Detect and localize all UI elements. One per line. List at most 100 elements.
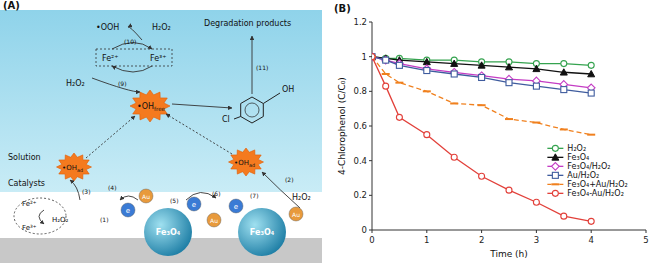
marker-circle <box>533 199 539 205</box>
y-tick <box>369 160 372 161</box>
marker-triangle <box>451 60 458 66</box>
panel-label: (A) <box>3 0 20 11</box>
y-tick-label: 0.8 <box>353 86 367 96</box>
x-tick-label: 2 <box>479 235 484 245</box>
marker-square <box>383 57 389 63</box>
legend-label: Fe₃O₄+Au/H₂O₂ <box>567 180 627 189</box>
diagram-label: (1) <box>100 216 109 223</box>
benzene-ring <box>245 103 259 117</box>
cycle-arrow <box>112 66 152 72</box>
legend-label: H₂O₂ <box>567 144 586 153</box>
x-axis-label: Time (h) <box>489 249 528 259</box>
marker-square <box>552 172 558 178</box>
label-text: Fe₃O₄ <box>250 228 275 237</box>
diagram-label: Fe³⁺ <box>22 224 37 232</box>
gold-particle <box>207 213 221 227</box>
diagram-label: (7) <box>250 192 259 199</box>
marker-square <box>372 54 375 60</box>
marker-square <box>451 71 457 77</box>
marker-dash <box>532 122 540 124</box>
label-text: Catalysts <box>8 179 45 188</box>
label-text: Degradation products <box>204 19 291 28</box>
figure: (A)eAueAueAu•OOHH₂O₂Fe²⁺Fe³⁺(10)(9)H₂O₂D… <box>0 0 656 265</box>
x-tick <box>646 230 647 233</box>
label-subscript: ad <box>249 162 255 168</box>
label-text: Fe³⁺ <box>150 54 167 63</box>
y-tick-label: 0.2 <box>353 190 367 200</box>
marker-diamond <box>423 65 431 73</box>
label-text: (3) <box>82 188 91 195</box>
label-text: Solution <box>8 153 41 162</box>
marker-diamond <box>478 72 486 80</box>
diagram-label: (5) <box>170 197 179 204</box>
diagram-label: Fe₃O₄ <box>250 228 275 237</box>
legend-label: Au/H₂O₂ <box>567 171 599 180</box>
diagram-label: Fe²⁺ <box>102 54 119 63</box>
y-axis-label: 4-Chlorophenol (C/C₀) <box>337 77 347 175</box>
x-tick <box>591 230 592 233</box>
marker-diamond <box>396 60 404 68</box>
y-tick <box>369 195 372 196</box>
marker-dash <box>395 82 403 84</box>
y-tick <box>369 56 372 57</box>
marker-circle <box>588 62 594 68</box>
diagram-label: H₂O₂ <box>152 23 171 32</box>
marker-triangle <box>506 64 513 70</box>
diagram-label: (9) <box>118 80 127 87</box>
diagram-label: Catalysts <box>8 179 45 188</box>
marker-triangle <box>560 69 567 75</box>
marker-circle <box>396 114 402 120</box>
particle-label: e <box>126 207 130 215</box>
marker-circle <box>424 132 430 138</box>
marker-square <box>396 62 402 68</box>
marker-square <box>479 74 485 80</box>
marker-square <box>424 68 430 74</box>
label-text: Fe³⁺ <box>22 224 37 232</box>
x-tick-label: 4 <box>588 235 593 245</box>
y-tick-label: 0 <box>362 225 367 235</box>
marker-triangle <box>533 65 540 71</box>
marker-diamond <box>552 163 560 171</box>
marker-circle <box>372 54 375 60</box>
label-text: (10) <box>124 38 136 45</box>
marker-triangle <box>423 58 430 64</box>
diagram-label: (11) <box>256 64 268 71</box>
diagram-label: (10) <box>124 38 136 45</box>
gold-particle <box>139 189 153 203</box>
label-text: (6) <box>212 190 221 197</box>
marker-triangle <box>552 154 559 160</box>
label-text: Fe²⁺ <box>102 54 119 63</box>
legend-label: Fe₃O₄ <box>567 153 589 162</box>
diagram-label: •OHfree <box>137 102 166 112</box>
y-tick-label: 1.2 <box>353 17 367 27</box>
label-text: H₂O₂ <box>52 216 69 224</box>
label-text: H₂O₂ <box>292 193 311 202</box>
marker-dash <box>382 73 390 75</box>
particle-label: e <box>192 201 196 209</box>
diagram-label: H₂O₂ <box>66 79 85 88</box>
diagram-label: Cl <box>222 115 230 124</box>
y-tick <box>369 126 372 127</box>
diagram-label: (6) <box>212 190 221 197</box>
label-subscript: free <box>154 106 166 112</box>
y-tick-label: 1 <box>362 52 367 62</box>
particle-label: Au <box>142 193 150 200</box>
x-tick-label: 3 <box>534 235 539 245</box>
legend-label: Fe₃O₄-Au/H₂O₂ <box>567 189 623 198</box>
diagram-label: Degradation products <box>204 19 291 28</box>
marker-circle <box>383 83 389 89</box>
marker-circle <box>506 187 512 193</box>
series-line <box>372 57 591 93</box>
h2o2-arrow <box>262 172 300 208</box>
x-tick <box>536 230 537 233</box>
iron-cycle-box <box>96 49 172 66</box>
marker-circle <box>561 213 567 219</box>
label-text: (11) <box>256 64 268 71</box>
electron <box>187 197 201 211</box>
label-text: •OH <box>137 102 154 111</box>
label-text: Fe²⁺ <box>22 200 37 208</box>
particle-label: Au <box>210 217 218 224</box>
x-tick-label: 0 <box>369 235 374 245</box>
x-tick-label: 1 <box>424 235 429 245</box>
y-tick-label: 0.6 <box>353 121 367 131</box>
